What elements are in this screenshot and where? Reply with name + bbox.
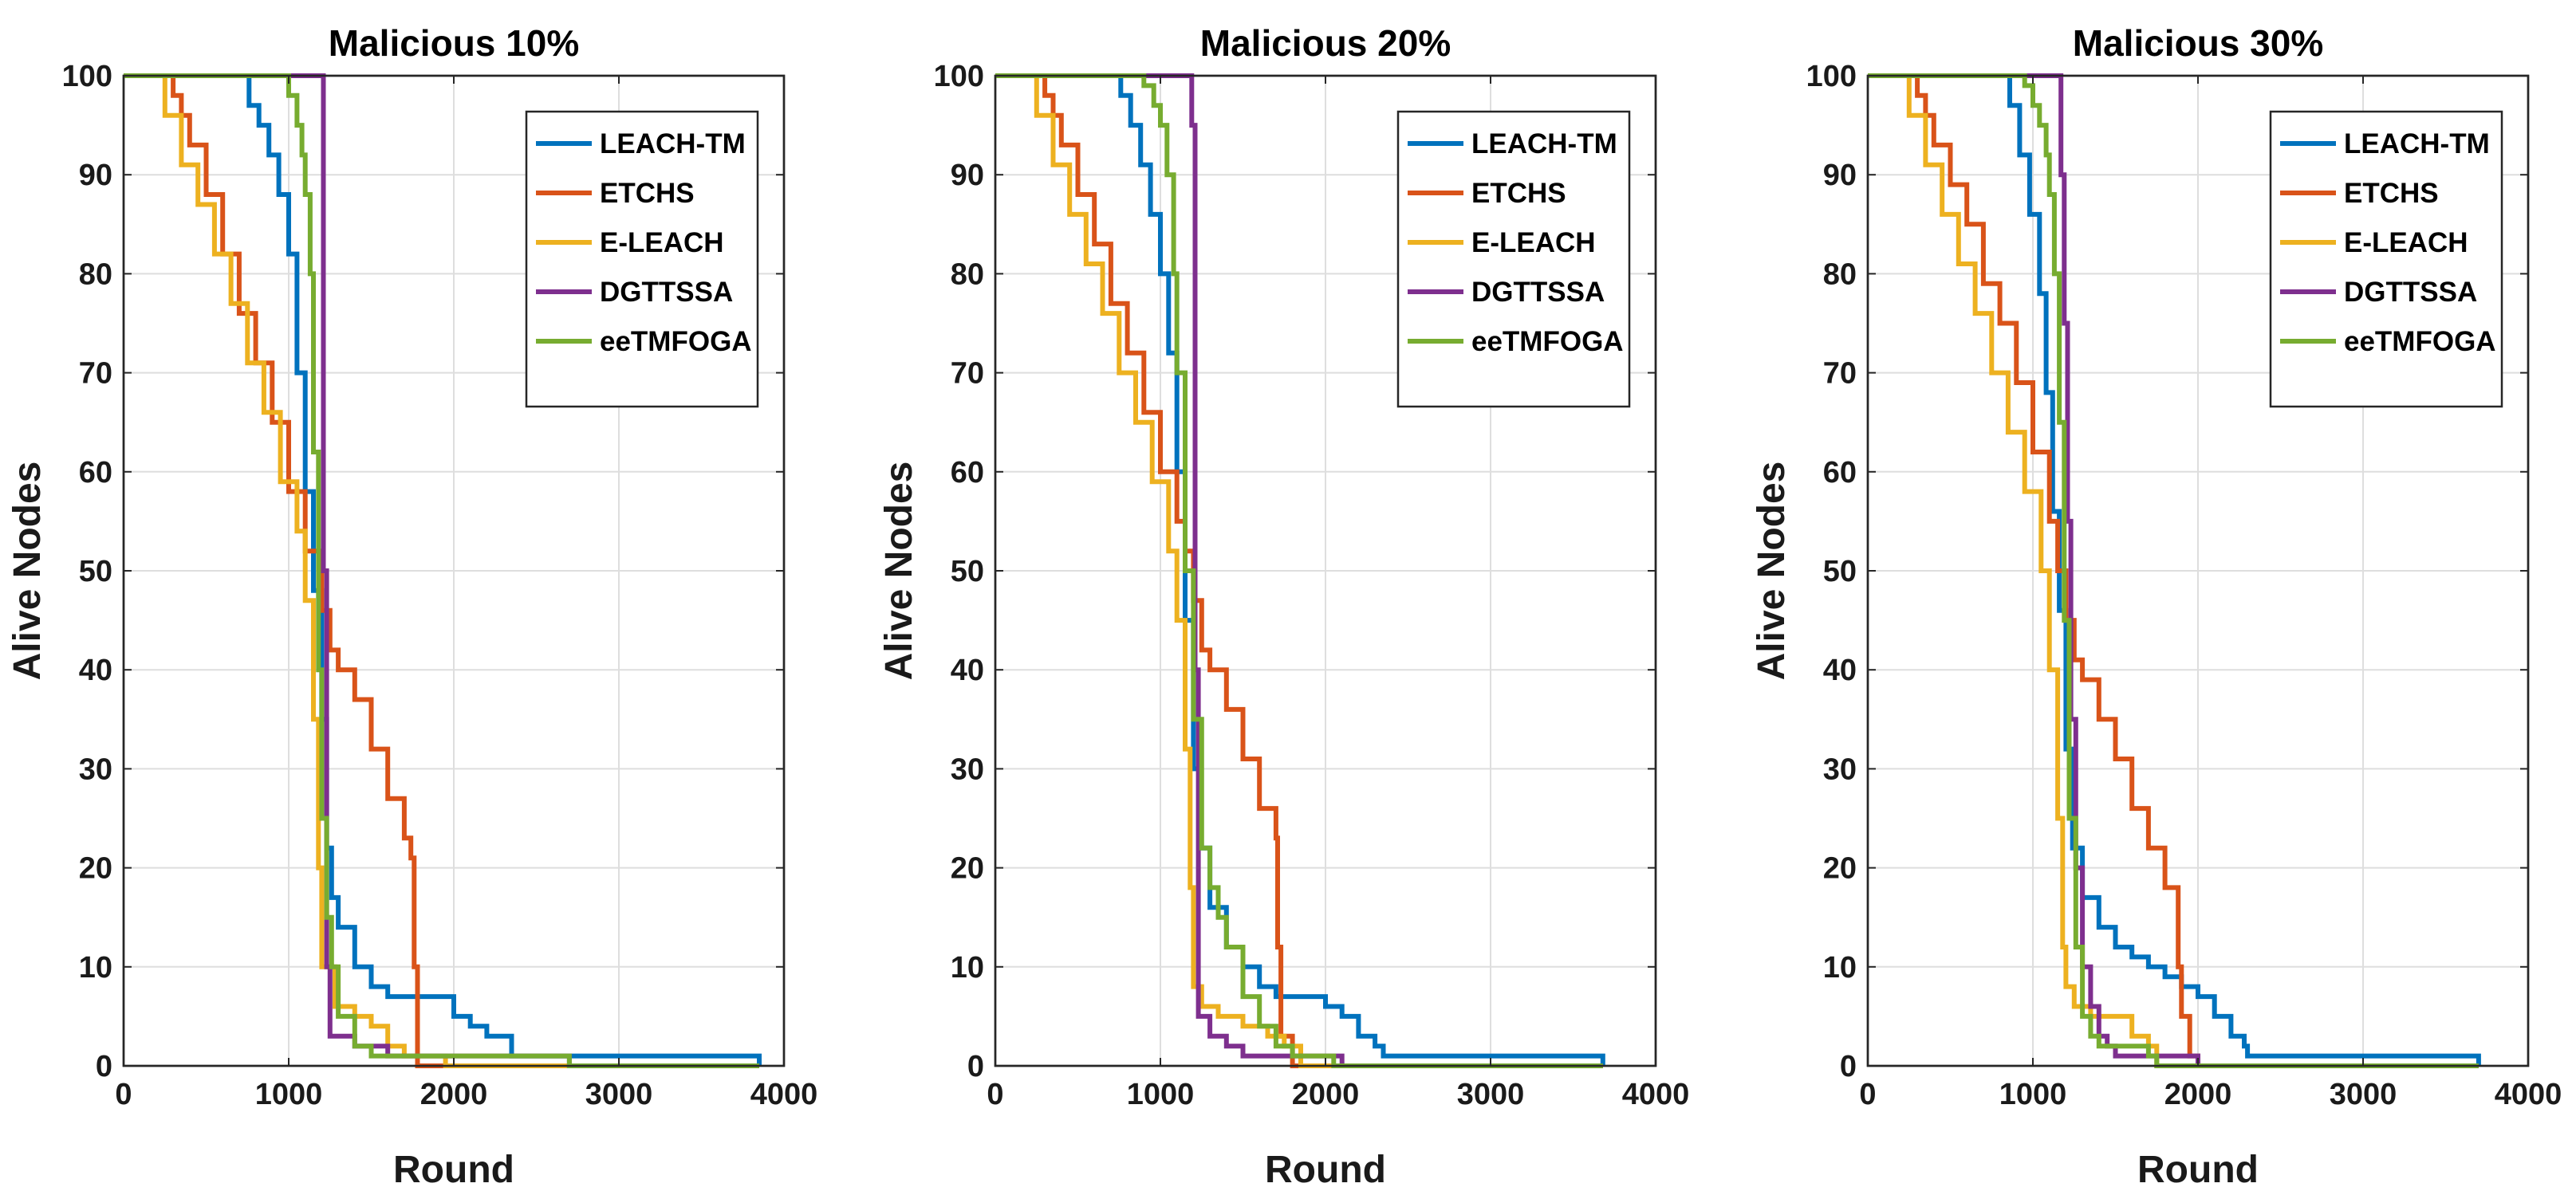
series-line-e-leach — [1868, 73, 2479, 1068]
y-tick-label: 50 — [951, 555, 984, 588]
y-axis-label: Alive Nodes — [1751, 462, 1793, 681]
series-line-leach-tm — [124, 73, 762, 1066]
chart-panel-2: 0 1000 2000 3000 4000 0 10 20 30 40 50 60 70 80 90 100 M… — [878, 22, 1689, 1191]
y-tick-label: 70 — [79, 357, 112, 391]
chart-panel-1: 0 1000 2000 3000 4000 0 10 20 30 40 50 60 70 80 90 100 M… — [6, 22, 817, 1191]
y-tick-label: 20 — [79, 852, 112, 886]
legend-label: ETCHS — [1471, 178, 1566, 209]
y-axis-label: Alive Nodes — [6, 462, 49, 681]
series-line-e-leach — [995, 73, 1603, 1068]
y-tick-label: 30 — [1823, 753, 1857, 786]
legend-label: eeTMFOGA — [2344, 326, 2496, 357]
y-axis-label: Alive Nodes — [878, 462, 920, 681]
y-tick-label: 20 — [1823, 852, 1857, 886]
x-tick-label: 0 — [987, 1078, 1003, 1111]
y-tick-label: 90 — [1823, 159, 1857, 192]
legend-label: eeTMFOGA — [600, 326, 752, 357]
y-tick-label: 70 — [951, 357, 984, 391]
chart-title: Malicious 30% — [2073, 22, 2323, 64]
legend-label: DGTTSSA — [1471, 277, 1605, 308]
y-tick-label: 20 — [951, 852, 984, 886]
y-tick-label: 100 — [934, 60, 984, 93]
x-tick-label: 2000 — [420, 1078, 488, 1111]
y-tick-label: 40 — [1823, 654, 1857, 687]
x-tick-label: 3000 — [1457, 1078, 1525, 1111]
series-line-eetmfoga — [1868, 73, 2479, 1068]
series-lines — [124, 73, 762, 1068]
series-line-eetmfoga — [995, 73, 1603, 1068]
y-tick-label: 0 — [1840, 1050, 1857, 1083]
series-line-leach-tm — [1868, 73, 2481, 1066]
x-tick-label: 4000 — [2495, 1078, 2562, 1111]
series-line-dgttssa — [995, 73, 1603, 1068]
legend-label: LEACH-TM — [600, 128, 746, 159]
x-axis-label: Round — [2137, 1149, 2259, 1191]
y-tick-label: 60 — [1823, 456, 1857, 489]
y-tick-label: 60 — [951, 456, 984, 489]
y-tick-label: 10 — [79, 951, 112, 985]
legend: LEACH-TM ETCHS E-LEACH DGTTSSA eeTMFOGA — [2269, 110, 2503, 408]
x-tick-label: 2000 — [1292, 1078, 1360, 1111]
x-tick-label: 3000 — [585, 1078, 653, 1111]
y-tick-label: 80 — [951, 257, 984, 291]
y-tick-label: 0 — [96, 1050, 112, 1083]
y-tick-label: 50 — [1823, 555, 1857, 588]
x-tick-label: 1000 — [255, 1078, 323, 1111]
y-tick-label: 10 — [951, 951, 984, 985]
tick-labels: 0 1000 2000 3000 4000 0 10 20 30 40 50 60 70 80 90 100 — [62, 60, 818, 1111]
tick-labels: 0 1000 2000 3000 4000 0 10 20 30 40 50 60 70 80 90 100 — [934, 60, 1690, 1111]
chart-title: Malicious 20% — [1200, 22, 1451, 64]
y-tick-label: 90 — [951, 159, 984, 192]
legend-box — [1396, 110, 1631, 408]
y-tick-label: 90 — [79, 159, 112, 192]
y-tick-label: 0 — [967, 1050, 984, 1083]
x-tick-label: 4000 — [750, 1078, 818, 1111]
y-tick-label: 100 — [62, 60, 112, 93]
legend-box — [525, 110, 759, 408]
legend-label: DGTTSSA — [600, 277, 733, 308]
legend-box — [2269, 110, 2503, 408]
series-line-eetmfoga — [124, 73, 759, 1068]
x-tick-label: 3000 — [2330, 1078, 2397, 1111]
tick-labels: 0 1000 2000 3000 4000 0 10 20 30 40 50 60 70 80 90 100 — [1806, 60, 2562, 1111]
legend-label: eeTMFOGA — [1471, 326, 1624, 357]
y-tick-label: 50 — [79, 555, 112, 588]
y-tick-label: 100 — [1806, 60, 1857, 93]
legend-label: ETCHS — [2344, 178, 2439, 209]
y-tick-label: 60 — [79, 456, 112, 489]
legend: LEACH-TM ETCHS E-LEACH DGTTSSA eeTMFOGA — [525, 110, 759, 408]
y-tick-label: 40 — [79, 654, 112, 687]
series-lines — [1868, 73, 2481, 1068]
series-lines — [995, 73, 1605, 1068]
y-tick-label: 40 — [951, 654, 984, 687]
legend-label: DGTTSSA — [2344, 277, 2477, 308]
legend-label: LEACH-TM — [2344, 128, 2490, 159]
x-tick-label: 0 — [1859, 1078, 1876, 1111]
x-tick-label: 1000 — [1999, 1078, 2067, 1111]
chart-panel-3: 0 1000 2000 3000 4000 0 10 20 30 40 50 60 70 80 90 100 M… — [1751, 22, 2562, 1191]
x-tick-label: 0 — [115, 1078, 132, 1111]
y-tick-label: 70 — [1823, 357, 1857, 391]
series-line-e-leach — [124, 73, 759, 1068]
grid-lines — [995, 76, 1656, 1066]
y-tick-label: 30 — [951, 753, 984, 786]
x-tick-label: 4000 — [1622, 1078, 1690, 1111]
y-tick-label: 80 — [79, 257, 112, 291]
y-tick-label: 10 — [1823, 951, 1857, 985]
legend-label: E-LEACH — [1471, 227, 1596, 258]
x-tick-label: 1000 — [1127, 1078, 1195, 1111]
chart-title: Malicious 10% — [329, 22, 579, 64]
x-axis-label: Round — [1265, 1149, 1386, 1191]
legend-label: LEACH-TM — [1471, 128, 1617, 159]
y-tick-label: 80 — [1823, 257, 1857, 291]
x-axis-label: Round — [393, 1149, 514, 1191]
legend-label: ETCHS — [600, 178, 695, 209]
x-tick-label: 2000 — [2164, 1078, 2232, 1111]
y-tick-label: 30 — [79, 753, 112, 786]
legend-label: E-LEACH — [2344, 227, 2468, 258]
legend: LEACH-TM ETCHS E-LEACH DGTTSSA eeTMFOGA — [1396, 110, 1631, 408]
legend-label: E-LEACH — [600, 227, 724, 258]
